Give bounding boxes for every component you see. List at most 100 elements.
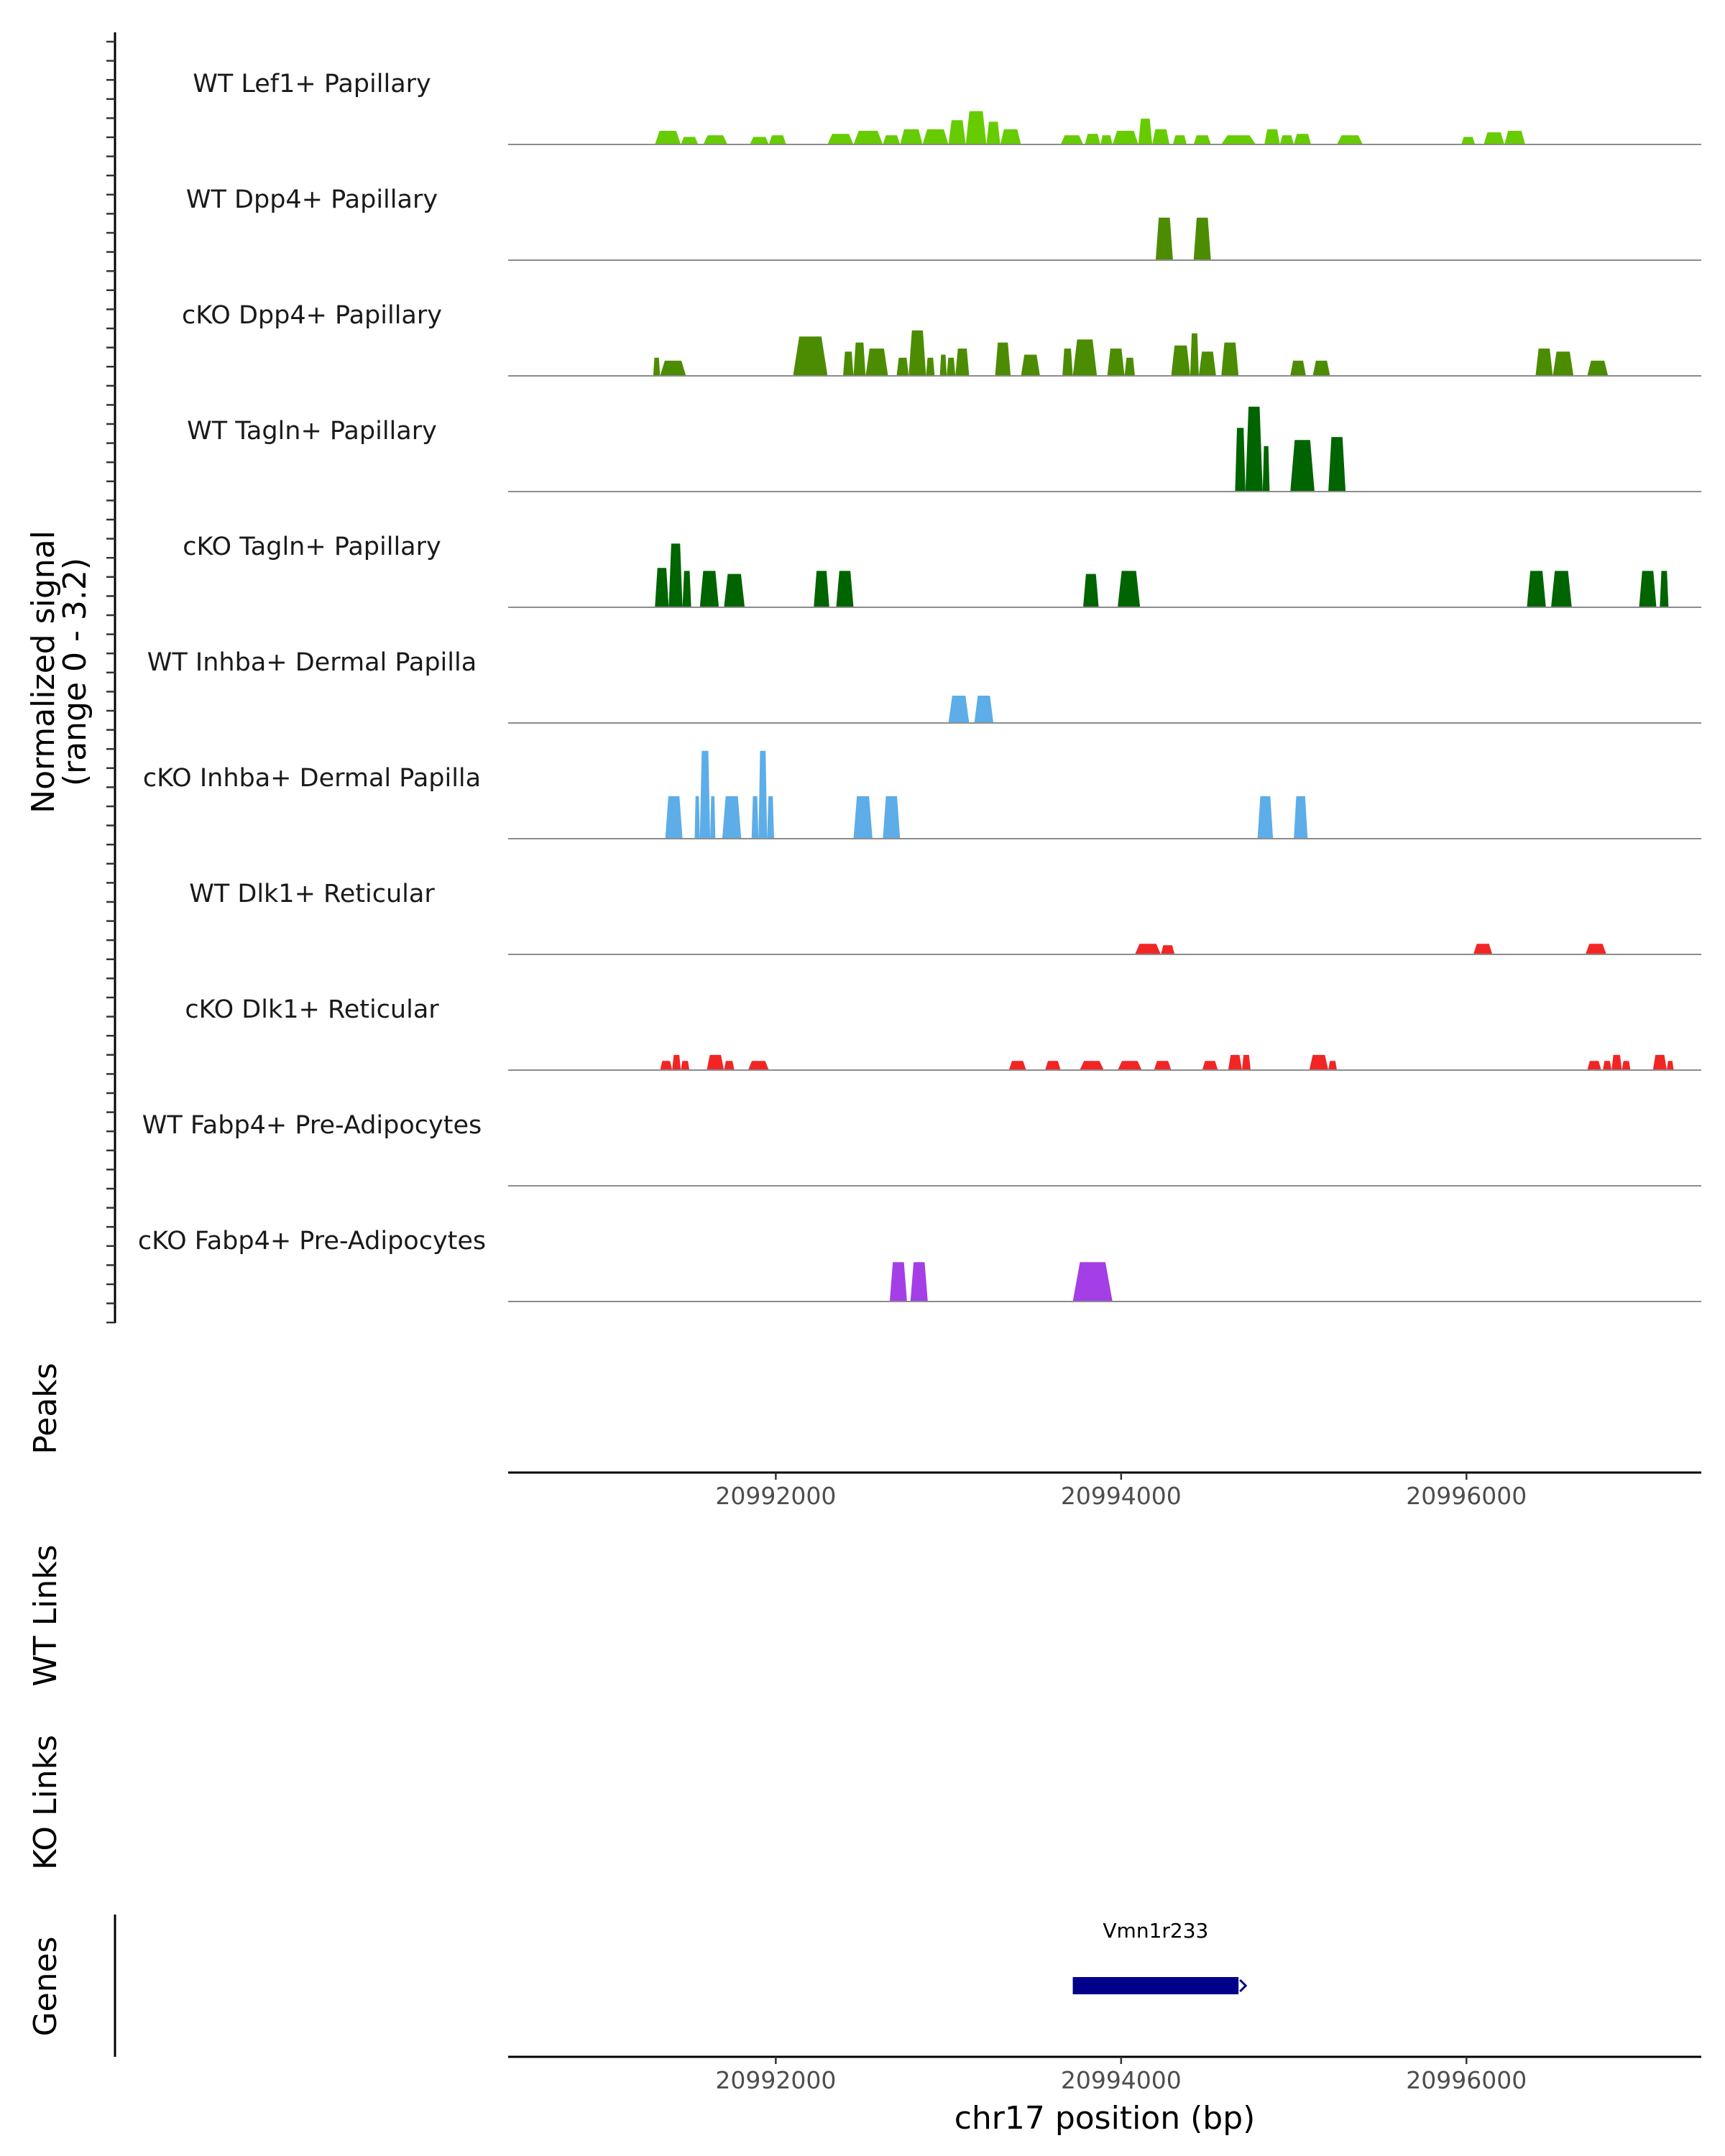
coverage-region [900, 129, 923, 144]
coverage-region [883, 135, 901, 144]
coverage-region [1118, 1061, 1142, 1070]
genes-panel-title: Genes [27, 1936, 64, 2036]
coverage-region [1660, 571, 1669, 607]
x-axis-tick-label: 20994000 [1061, 1482, 1182, 1510]
x-axis-tick-label: 20994000 [1061, 2066, 1182, 2094]
coverage-region [939, 354, 947, 376]
coverage-region [827, 134, 854, 144]
coverage-region [853, 131, 883, 144]
coverage-region [1527, 571, 1546, 607]
coverage-region [660, 360, 686, 376]
coverage-region [1290, 440, 1315, 492]
coverage-region [1190, 333, 1199, 376]
coverage-region [707, 1054, 724, 1070]
coverage-region [699, 750, 711, 839]
coverage-region [1072, 1262, 1113, 1302]
coverage-region [1152, 129, 1170, 144]
coverage-region [1124, 357, 1135, 376]
coverage-region [974, 696, 994, 723]
coverage-region [750, 137, 769, 144]
coverage-y-axis [106, 32, 116, 1324]
coverage-region [1085, 134, 1100, 144]
coverage-region [1652, 1054, 1667, 1070]
coverage-region [1587, 360, 1609, 376]
coverage-region [1072, 339, 1098, 376]
coverage-region [1667, 1061, 1674, 1070]
coverage-tracks: WT Lef1+ Papillary WT Dpp4+ Papillary cKO … [138, 70, 1701, 1302]
coverage-region [1202, 1061, 1218, 1070]
coverage-region [1535, 349, 1553, 376]
track-label: cKO Dpp4+ Papillary [182, 301, 442, 330]
coverage-region [703, 135, 728, 144]
coverage-region [1504, 131, 1525, 144]
coverage-region [1228, 1054, 1242, 1070]
track-label: WT Inhba+ Dermal Papilla [147, 648, 477, 677]
track-label: WT Dlk1+ Reticular [189, 880, 435, 908]
track: cKO Dlk1+ Reticular [185, 995, 1701, 1071]
track: WT Inhba+ Dermal Papilla [147, 648, 1701, 724]
track: cKO Inhba+ Dermal Papilla [143, 750, 1701, 839]
gene-label: Vmn1r233 [1103, 1919, 1208, 1943]
coverage-region [908, 330, 926, 376]
coverage-region [1155, 217, 1173, 260]
coverage-region [986, 121, 1000, 144]
coverage-region [1294, 796, 1308, 839]
coverage-region [1328, 437, 1346, 492]
coverage-region [1135, 944, 1162, 954]
coverage-region [1473, 944, 1493, 954]
coverage-region [995, 342, 1011, 376]
coverage-region [1021, 354, 1040, 376]
coverage-region [1161, 945, 1175, 954]
coverage-region [1045, 1061, 1061, 1070]
coverage-region [710, 796, 716, 839]
coverage-region [955, 349, 970, 376]
coverage-region [836, 571, 854, 607]
track-label: cKO Dlk1+ Reticular [185, 995, 439, 1024]
track: WT Dpp4+ Papillary [186, 185, 1701, 261]
x-axis-tick-label: 20996000 [1406, 2066, 1527, 2094]
coverage-region [660, 1061, 673, 1070]
track-label: WT Lef1+ Papillary [193, 70, 431, 98]
coverage-region [1639, 571, 1657, 607]
coverage-region [724, 573, 745, 607]
coverage-region [865, 349, 888, 376]
gene-models: Vmn1r233 [1072, 1919, 1248, 1994]
track: cKO Dpp4+ Papillary [182, 301, 1701, 377]
coverage-region [1112, 131, 1138, 144]
coverage-region [1603, 1061, 1612, 1070]
wt-links-panel-title: WT Links [27, 1544, 64, 1686]
coverage-region [1622, 1061, 1631, 1070]
strand-arrow-icon [1239, 1978, 1248, 1993]
track: WT Dlk1+ Reticular [189, 880, 1701, 955]
coverage-region [1193, 217, 1211, 260]
coverage-region [1290, 360, 1306, 376]
coverage-region [910, 1262, 928, 1302]
peaks-x-axis-ticks: 20992000 20994000 20996000 [715, 1473, 1527, 1510]
coverage-region [1551, 571, 1572, 607]
coverage-region [922, 129, 949, 144]
track: WT Fabp4+ Pre-Adipocytes [142, 1111, 1701, 1187]
y-axis-title-line2: (range 0 - 3.2) [57, 558, 93, 786]
track-label: cKO Inhba+ Dermal Papilla [143, 764, 481, 793]
coverage-region [681, 137, 699, 144]
coverage-region [1337, 135, 1363, 144]
coverage-region [681, 1061, 690, 1070]
track: WT Tagln+ Papillary [187, 406, 1701, 492]
x-axis-tick-label: 20992000 [715, 2066, 836, 2094]
y-axis-title-line1: Normalized signal [25, 530, 62, 814]
coverage-region [896, 357, 909, 376]
coverage-region [853, 342, 866, 376]
coverage-region [926, 357, 935, 376]
coverage-region [1586, 944, 1606, 954]
coverage-region [883, 796, 901, 839]
track: cKO Tagln+ Papillary [183, 533, 1701, 608]
coverage-region [1484, 132, 1505, 144]
coverage-region [699, 571, 719, 607]
coverage-region [853, 796, 873, 839]
coverage-region [1060, 135, 1083, 144]
coverage-region [1008, 1061, 1026, 1070]
genes-x-axis-ticks: 20992000 20994000 20996000 [715, 2057, 1527, 2094]
coverage-region [1552, 351, 1574, 376]
coverage-region [672, 1054, 681, 1070]
